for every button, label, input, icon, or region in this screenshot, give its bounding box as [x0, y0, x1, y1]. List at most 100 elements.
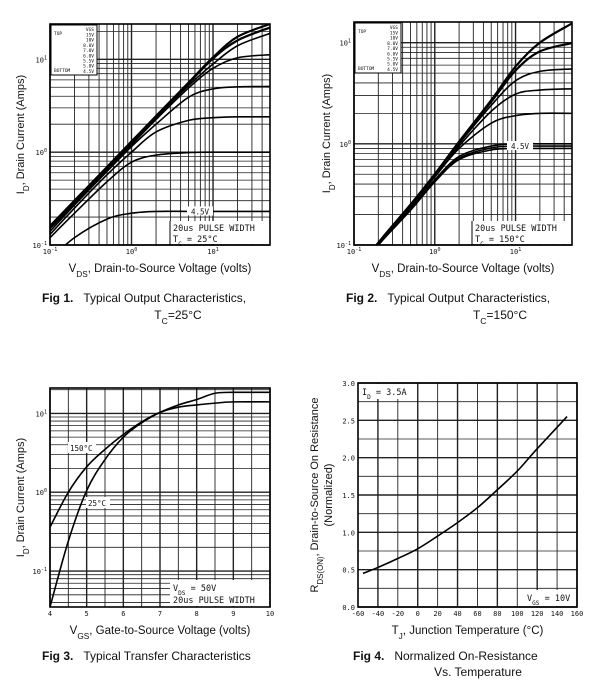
sup-text: 0 — [348, 140, 351, 146]
text-part: -60 — [352, 610, 365, 618]
text-part: I — [362, 388, 367, 398]
sub-text: C — [178, 241, 182, 248]
y-axis-label: RDS(ON), Drain-to-Source On Resistance — [309, 397, 325, 592]
legend-entry: 15V — [390, 31, 398, 37]
text-part: 10 — [36, 410, 44, 418]
x-axis-label: VGS, Gate-to-Source Voltage (volts) — [70, 625, 251, 641]
y-tick-label: 100 — [36, 148, 47, 157]
text-part: V — [372, 263, 380, 275]
text-part: 10 — [43, 248, 51, 256]
pulse-width-label: 20us PULSE WIDTH — [475, 224, 557, 234]
legend-entry: 5.0V — [387, 62, 398, 68]
text-part: 10 — [266, 610, 274, 618]
legend-entry: 5.5V — [83, 59, 94, 65]
text-part: 1.0 — [342, 529, 355, 537]
text-part: 10 — [207, 248, 215, 256]
x-tick-label: 0 — [416, 610, 420, 618]
text-part: 140 — [551, 610, 564, 618]
y-tick-label: 0.5 — [342, 567, 355, 575]
curves — [50, 24, 270, 245]
sup-text: 1 — [44, 409, 47, 415]
text-part: T — [473, 308, 481, 322]
sup-text: -1 — [51, 247, 57, 253]
text-part: 4.5V — [511, 142, 530, 151]
curve-label-bg — [187, 206, 213, 216]
text-part: , Junction Temperature (°C) — [403, 625, 544, 637]
x-tick-label: 6 — [121, 610, 125, 618]
text-part: , Drain Current (Amps) — [15, 75, 27, 186]
figure-title: Typical Output Characteristics, — [83, 291, 246, 305]
text-part: 10 — [126, 248, 134, 256]
y-tick-label: 100 — [340, 140, 351, 149]
series-curve-55V — [377, 142, 572, 245]
y-tick-label: 3.0 — [342, 380, 355, 388]
text-part: , Gate-to-Source Voltage (volts) — [89, 625, 250, 637]
x-tick-label: -40 — [372, 610, 385, 618]
pulse-width-label: 20us PULSE WIDTH — [173, 224, 255, 234]
text-part: , Drain-to-Source Voltage (volts) — [391, 263, 555, 275]
sup-text: 1 — [216, 247, 219, 253]
x-tick-label: 100 — [511, 610, 524, 618]
series-curve-45V — [64, 210, 270, 245]
text-part: =25°C — [168, 308, 202, 322]
y-tick-label: 100 — [36, 488, 47, 497]
sub-text: J — [399, 632, 403, 641]
curve-label-bg — [507, 141, 533, 151]
text-part: 0.0 — [342, 604, 355, 612]
legend-bottom-label: BOTTOM — [358, 66, 375, 72]
x-tick-label: 10-1 — [43, 247, 58, 256]
y-tick-label: 10-1 — [33, 567, 48, 576]
x-tick-label: 7 — [158, 610, 162, 618]
series-curve-45V — [377, 147, 572, 245]
text-part: 8 — [195, 610, 199, 618]
text-part: 10 — [36, 56, 44, 64]
text-part: =150°C — [487, 308, 528, 322]
text-part: 0 — [416, 610, 420, 618]
legend-box — [50, 24, 98, 76]
text-part: T — [154, 308, 162, 322]
y-axis-label: ID, Drain Current (Amps) — [15, 75, 31, 194]
sub-text: DS — [178, 590, 186, 597]
y-tick-label: 101 — [36, 409, 47, 418]
curves — [50, 391, 270, 607]
sub-text: D — [22, 548, 31, 554]
x-tick-label: 20 — [433, 610, 441, 618]
text-part: 10 — [340, 40, 348, 48]
text-part: 20us PULSE WIDTH — [173, 224, 255, 234]
sub-text: DS — [379, 270, 391, 279]
text-part: V — [69, 263, 77, 275]
case-temperature-label: TC = 150°C — [475, 235, 525, 248]
y-tick-label: 2.0 — [342, 455, 355, 463]
figure-title: Typical Transfer Characteristics — [83, 649, 250, 663]
legend-bottom-label: BOTTOM — [54, 68, 71, 74]
sup-text: -1 — [41, 567, 47, 573]
text-part: T — [475, 235, 480, 245]
x-tick-label: 100 — [126, 247, 137, 256]
text-part: 2.0 — [342, 455, 355, 463]
plot-frame — [49, 387, 271, 608]
series-curve-55V — [50, 115, 270, 235]
legend-box — [354, 22, 402, 74]
pulse-width-label: 20us PULSE WIDTH — [173, 596, 255, 606]
text-part: 9 — [231, 610, 235, 618]
series-curve-10V — [375, 42, 572, 245]
legend-entry: 8.0V — [83, 43, 94, 49]
text-part: 0.5 — [342, 567, 355, 575]
text-part: = 3.5A — [371, 388, 407, 398]
figure-caption-line2: Vs. Temperature — [434, 665, 522, 679]
text-part: -40 — [372, 610, 385, 618]
x-tick-label: 80 — [493, 610, 501, 618]
legend-entry: 7.0V — [387, 46, 398, 52]
vgs-label: VGS = 10V — [527, 594, 570, 607]
legend-entry: 5.0V — [83, 64, 94, 70]
condition-box — [359, 384, 411, 399]
figure-caption: Fig 2. Typical Output Characteristics, — [346, 291, 550, 305]
legend-entry: 8.0V — [387, 41, 398, 47]
series-label-25c: 25°C — [88, 499, 106, 508]
curves — [362, 416, 568, 575]
legend: TOP BOTTOM VGS15V10V8.0V7.0V6.0V5.5V5.0V4.… — [50, 24, 98, 76]
text-part: -20 — [391, 610, 404, 618]
